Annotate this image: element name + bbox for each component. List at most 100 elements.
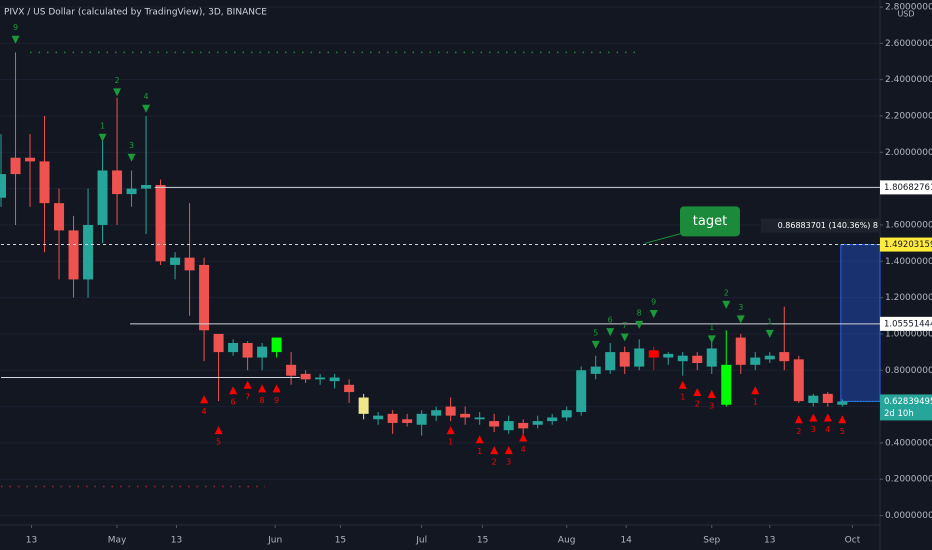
candle-body — [155, 184, 166, 262]
signal-marker — [113, 88, 122, 97]
candle-body — [808, 395, 819, 403]
signal-label: 4 — [144, 92, 149, 101]
candle-body — [474, 417, 485, 420]
candle-body — [590, 366, 601, 374]
candle-body — [460, 413, 471, 418]
x-tick-label: Sep — [703, 536, 720, 546]
price-label: 1.49203159 — [884, 240, 932, 250]
x-tick-label: Aug — [558, 536, 576, 546]
candle-body — [25, 157, 36, 162]
candle-body — [547, 417, 558, 422]
signal-marker — [678, 380, 687, 389]
x-tick-label: Jun — [267, 536, 282, 546]
candle-body — [170, 257, 181, 265]
candle-body — [184, 257, 195, 271]
signal-label: 5 — [840, 427, 845, 436]
candle-body — [39, 161, 50, 204]
signal-marker — [272, 384, 281, 393]
candle-body — [286, 364, 297, 376]
signal-marker — [490, 446, 499, 455]
candle-body — [605, 352, 616, 371]
signal-marker — [127, 153, 136, 162]
signal-label: 3 — [811, 425, 816, 434]
currency: USD — [897, 10, 914, 19]
note-text: taget — [693, 214, 727, 229]
signal-label: 1 — [680, 392, 685, 401]
candle-body — [779, 352, 790, 362]
x-tick-label: 14 — [620, 536, 632, 546]
signal-marker — [243, 380, 252, 389]
plot: 0.86883701 (140.36%) 8912345678912314567… — [0, 6, 881, 517]
signal-label: 9 — [651, 297, 656, 306]
y-tick-label: 0.80000000 — [885, 366, 932, 376]
signal-label: 6 — [231, 398, 236, 407]
signal-marker — [751, 386, 760, 395]
candle-body — [257, 346, 268, 358]
signal-label: 1 — [448, 438, 453, 447]
candle-body — [242, 343, 253, 358]
signal-marker — [200, 395, 209, 404]
candle-body — [750, 357, 761, 365]
candle-body — [692, 355, 703, 363]
signal-label: 1 — [100, 121, 105, 130]
candle-body — [619, 352, 630, 367]
signal-label: 2 — [695, 400, 700, 409]
candle-body — [387, 413, 398, 423]
signal-label: 2 — [796, 427, 801, 436]
signal-label: 6 — [608, 316, 613, 325]
candle-body — [228, 343, 239, 353]
price-label-bg — [880, 180, 932, 195]
candle-body — [329, 377, 340, 382]
candle-body — [315, 377, 326, 380]
signal-marker — [794, 415, 803, 424]
signal-label: 1 — [477, 447, 482, 456]
chart-title: PIVX / US Dollar (calculated by TradingV… — [4, 8, 267, 18]
signal-label: 4 — [825, 425, 830, 434]
x-tick-label: 15 — [335, 536, 346, 546]
signal-marker — [504, 446, 513, 455]
signal-label: 2 — [724, 288, 729, 297]
measure-label: 0.86883701 (140.36%) 8 — [778, 221, 878, 230]
x-tick-label: Oct — [845, 536, 861, 546]
candle-body — [648, 350, 659, 358]
signal-label: 3 — [709, 401, 714, 410]
signal-marker — [736, 315, 745, 324]
signal-label: 3 — [738, 303, 743, 312]
signal-marker — [214, 426, 223, 435]
candle-body — [764, 355, 775, 360]
signal-marker — [229, 386, 238, 395]
signal-marker — [838, 415, 847, 424]
price-label-bg — [880, 237, 932, 252]
candle-body — [721, 364, 732, 405]
signal-label: 1 — [767, 317, 772, 326]
signal-label: 3 — [506, 458, 511, 467]
candle-body — [793, 359, 804, 402]
signal-marker — [11, 35, 20, 44]
signal-label: 3 — [129, 141, 134, 150]
candle-body — [141, 184, 152, 189]
signal-label: 8 — [637, 308, 642, 317]
candle-body — [677, 355, 688, 362]
price-label: 1.05551444 — [884, 319, 932, 329]
signal-marker — [606, 328, 615, 337]
candle-body — [576, 370, 587, 413]
signal-marker — [142, 104, 151, 113]
signal-marker — [258, 384, 267, 393]
signal-marker — [823, 413, 832, 422]
signal-label: 1 — [709, 323, 714, 332]
signal-marker — [693, 388, 702, 397]
countdown: 2d 10h — [884, 409, 914, 419]
measure-label-bg — [760, 218, 880, 233]
price-label-bg — [880, 316, 932, 331]
signal-marker — [649, 309, 658, 318]
x-tick-label: 15 — [477, 536, 488, 546]
